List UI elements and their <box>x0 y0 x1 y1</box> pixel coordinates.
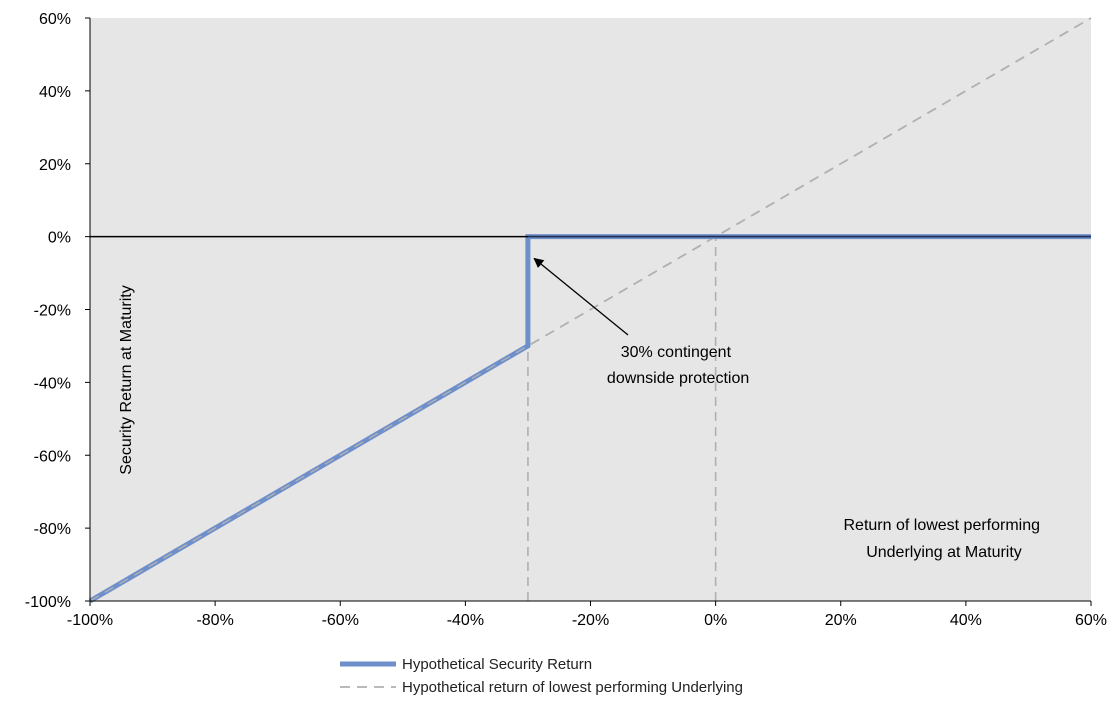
x-tick-label-40: 40% <box>950 612 982 629</box>
y-tick-label-40: 40% <box>39 84 71 101</box>
x-tick-label-80: -80% <box>196 612 233 629</box>
legend: Hypothetical Security Return Hypothetica… <box>340 656 743 696</box>
y-tick-label-80: -80% <box>34 521 71 538</box>
y-tick-label-20: 20% <box>39 157 71 174</box>
y-tick-label-40: -40% <box>34 375 71 392</box>
x-axis-title-line-1: Return of lowest performing <box>844 517 1041 534</box>
x-tick-label-100: -100% <box>67 612 113 629</box>
y-tick-label-0: 0% <box>48 230 71 247</box>
y-tick-label-20: -20% <box>34 303 71 320</box>
annotation-line-1: 30% contingent <box>621 344 732 361</box>
x-axis-title: Return of lowest performing Underlying a… <box>844 517 1045 561</box>
y-tick-label-100: -100% <box>25 594 71 611</box>
y-tick-label-60: -60% <box>34 448 71 465</box>
y-axis-title: Security Return at Maturity <box>118 285 135 474</box>
y-tick-label-60: 60% <box>39 11 71 28</box>
annotation: 30% contingent downside protection <box>533 257 749 387</box>
legend-label-underlying-return: Hypothetical return of lowest performing… <box>402 679 743 696</box>
x-tick-label-60: -60% <box>322 612 359 629</box>
legend-label-security-return: Hypothetical Security Return <box>402 656 592 673</box>
legend-item-underlying-return: Hypothetical return of lowest performing… <box>340 679 743 696</box>
x-tick-label-20: -20% <box>572 612 609 629</box>
x-axis-title-line-2: Underlying at Maturity <box>866 544 1022 561</box>
series-layer <box>88 17 1092 604</box>
legend-item-security-return: Hypothetical Security Return <box>340 656 592 673</box>
x-tick-label-60: 60% <box>1075 612 1107 629</box>
x-tick-label-40: -40% <box>447 612 484 629</box>
y-axis-ticks: -100% -80% -60% -40% -20% 0% 20% 40% 60% <box>25 11 91 611</box>
annotation-line-2: downside protection <box>607 370 749 387</box>
x-tick-label-0: 0% <box>704 612 727 629</box>
x-axis-ticks: -100% -80% -60% -40% -20% 0% 20% 40% 60% <box>67 600 1107 629</box>
x-tick-label-20: 20% <box>825 612 857 629</box>
annotation-text: 30% contingent downside protection <box>607 344 749 387</box>
annotation-arrow <box>533 257 629 336</box>
